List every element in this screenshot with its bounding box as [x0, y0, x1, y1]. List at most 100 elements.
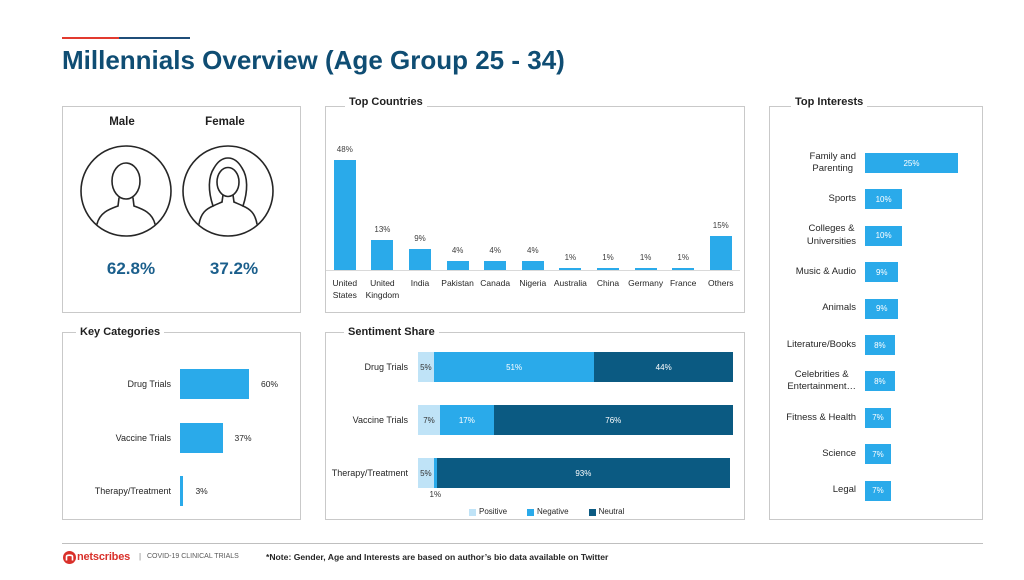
netscribes-logo-text: netscribes [77, 551, 131, 563]
interest-label-family-and-parenting: Family and Parenting [770, 147, 856, 179]
interest-value-label-science: 7% [872, 449, 884, 459]
interest-label-text-animals: Animals [822, 302, 856, 314]
interest-label-celebrities-entertainment: Celebrities & Entertainment… [770, 365, 856, 397]
sentiment-value-vaccine-trials-positive: 7% [423, 415, 435, 425]
interest-label-text-sports: Sports [828, 193, 856, 205]
interest-bar-literature-books [865, 335, 895, 355]
interest-label-literature-books: Literature/Books [770, 329, 856, 361]
country-label-france: France [669, 278, 697, 288]
interest-value-label-music-audio: 9% [875, 267, 888, 277]
interest-label-legal: Legal [770, 475, 856, 507]
interest-label-text-legal: Legal [832, 484, 856, 496]
country-bar-pakistan [446, 260, 469, 270]
female-label: Female [205, 116, 245, 128]
top-countries-panel: Top Countries 48% United States 13% United … [325, 95, 745, 313]
country-label-united-states: United States [332, 278, 358, 300]
sentiment-value-therapy-treatment-negative: 1% [429, 490, 442, 499]
country-value-label-others: 15% [712, 220, 729, 230]
interest-bar-fitness-health [865, 407, 892, 428]
footer-note: *Note: Gender, Age and Interests are bas… [266, 552, 609, 562]
interest-bar-colleges-universities [865, 225, 903, 246]
interest-value-label-family-and-parenting: 25% [903, 158, 920, 168]
country-bar-others [709, 235, 732, 270]
sentiment-share-panel: Sentiment Share Positive Negative Neutral … [325, 325, 745, 520]
sentiment-segment-drug-trials-positive [418, 352, 434, 382]
country-label-india: India [410, 278, 430, 288]
sentiment-value-drug-trials-neutral: 44% [655, 362, 672, 372]
interest-value-label-legal: 7% [872, 486, 884, 496]
key-category-label-therapy-treatment: Therapy/Treatment [94, 486, 171, 496]
country-bar-france [672, 267, 695, 270]
interest-bar-sports [865, 189, 903, 210]
country-label-canada: Canada [480, 278, 511, 288]
interest-value-label-literature-books: 8% [874, 340, 886, 350]
country-bar-australia [559, 267, 582, 270]
interest-label-fitness-health: Fitness & Health [770, 402, 856, 434]
country-label-others: Others [708, 278, 734, 288]
country-bar-india [409, 249, 431, 270]
interest-value-label-celebrities-entertainment: 8% [874, 376, 886, 386]
interest-label-animals: Animals [770, 293, 856, 325]
country-label-germany: Germany [628, 278, 664, 288]
country-bar-china [597, 267, 619, 270]
interest-value-label-fitness-health: 7% [872, 413, 884, 423]
country-value-label-pakistan: 4% [451, 245, 464, 255]
interest-label-text-colleges-universities: Colleges & Universities [806, 223, 856, 247]
interest-label-text-science: Science [822, 447, 856, 459]
country-value-label-china: 1% [602, 252, 614, 262]
country-bar-germany [634, 267, 657, 270]
country-bar-united-kingdom [371, 240, 394, 270]
sentiment-legend: Positive Negative Neutral [469, 507, 624, 517]
female-user-icon [182, 145, 274, 237]
sentiment-share-title: Sentiment Share [344, 325, 439, 339]
country-value-label-united-states: 48% [336, 145, 353, 155]
country-value-label-france: 1% [677, 252, 689, 262]
interest-label-text-music-audio: Music & Audio [795, 265, 856, 277]
sentiment-value-therapy-treatment-neutral: 93% [575, 468, 592, 478]
country-value-label-australia: 1% [564, 252, 577, 262]
sentiment-segment-vaccine-trials-positive [418, 405, 441, 435]
country-label-united-kingdom: United Kingdom [365, 278, 400, 300]
interest-bar-music-audio [865, 262, 899, 283]
interest-label-text-fitness-health: Fitness & Health [786, 411, 856, 423]
interest-label-colleges-universities: Colleges & Universities [770, 220, 856, 252]
sentiment-segment-therapy-treatment-positive [418, 458, 434, 488]
country-bar-united-states [333, 160, 356, 270]
country-label-nigeria: Nigeria [519, 278, 547, 288]
sentiment-value-drug-trials-positive: 5% [420, 362, 432, 372]
legend-item-positive: Positive [469, 507, 507, 517]
key-category-bar-therapy-treatment [180, 476, 184, 506]
footer-separator: | [139, 552, 142, 561]
sentiment-value-therapy-treatment-positive: 5% [420, 468, 432, 478]
country-bar-nigeria [521, 260, 544, 270]
country-bar-canada [484, 260, 507, 270]
sentiment-label-drug-trials: Drug Trials [364, 362, 408, 372]
legend-item-negative: Negative [527, 507, 569, 517]
key-category-bar-vaccine-trials [180, 422, 223, 453]
sentiment-segment-drug-trials-negative [433, 352, 595, 382]
interest-bar-animals [865, 298, 899, 319]
legend-label-neutral: Neutral [598, 507, 625, 516]
country-label-australia: Australia [553, 278, 587, 288]
interest-label-text-family-and-parenting: Family and Parenting [809, 150, 856, 175]
country-value-label-nigeria: 4% [527, 245, 539, 255]
netscribes-logo-icon [63, 551, 76, 564]
footer-divider [62, 543, 983, 544]
male-label: Male [109, 116, 135, 128]
key-category-label-drug-trials: Drug Trials [127, 379, 171, 389]
top-countries-x-axis [326, 270, 740, 271]
interest-bar-legal [865, 480, 892, 501]
sentiment-segment-therapy-treatment-negative [433, 458, 437, 488]
interest-label-sports: Sports [770, 183, 856, 215]
sentiment-value-vaccine-trials-neutral: 76% [605, 415, 622, 425]
sentiment-value-drug-trials-negative: 51% [506, 362, 523, 372]
sentiment-segment-vaccine-trials-neutral [493, 405, 733, 435]
country-value-label-united-kingdom: 13% [374, 225, 391, 235]
sentiment-label-therapy-treatment: Therapy/Treatment [331, 468, 408, 478]
male-percentage: 62.8% [106, 259, 156, 278]
key-category-bar-drug-trials [180, 369, 249, 399]
key-category-value-drug-trials: 60% [261, 379, 279, 389]
legend-label-negative: Negative [537, 507, 569, 516]
female-percentage: 37.2% [209, 259, 259, 278]
sentiment-segment-drug-trials-neutral [594, 352, 733, 382]
